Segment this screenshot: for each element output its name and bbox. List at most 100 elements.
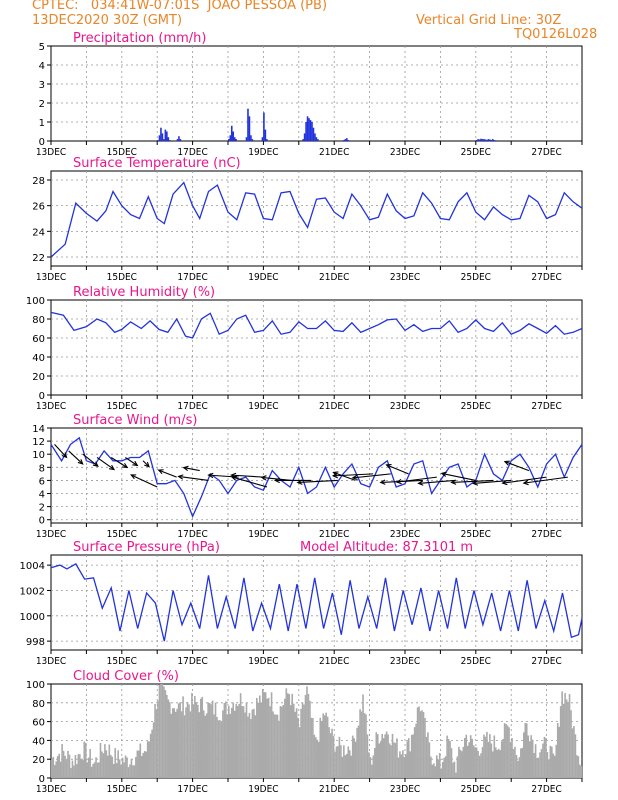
cloud-bar <box>124 755 127 778</box>
cloud-bar <box>219 720 221 778</box>
wind-line <box>50 436 583 519</box>
temp-ytick-label: 26 <box>32 202 45 213</box>
cloud-bar <box>515 754 518 778</box>
wind-arrow-head <box>450 479 457 485</box>
cloud-bar <box>399 751 401 778</box>
cloud-bar <box>138 750 140 778</box>
cloud-bar <box>407 738 410 778</box>
cloud-bar <box>559 706 562 778</box>
temp-xtick-label: 13DEC <box>36 272 66 283</box>
cloud-bar <box>375 732 378 778</box>
temp-xtick-label: 17DEC <box>177 272 207 283</box>
precip-bar <box>302 139 304 141</box>
cloud-bar <box>446 735 448 778</box>
cloud-bar <box>266 698 268 778</box>
cloud-bar <box>67 750 69 778</box>
rh-xtick-label: 23DEC <box>390 401 420 412</box>
cloud-bar <box>70 768 72 778</box>
cloud-bar <box>304 695 307 778</box>
cloud-bar <box>176 708 178 778</box>
cloud-bar <box>51 759 53 778</box>
cloud-bar <box>441 762 444 778</box>
cloud-bar <box>263 692 265 778</box>
cloud-bar <box>102 753 105 778</box>
cloud-bar <box>576 755 578 778</box>
cloud-bar <box>136 750 139 778</box>
precip-bar <box>263 112 265 141</box>
cloud-bar <box>350 755 353 778</box>
cloud-bar <box>382 738 385 778</box>
rh-xtick-label: 13DEC <box>36 401 66 412</box>
cloud-bar <box>260 702 263 778</box>
wind-arrow <box>418 479 455 484</box>
cloud-bar <box>288 694 291 778</box>
wind-arrow-head <box>132 460 139 467</box>
cloud-bar <box>405 754 407 778</box>
precip-bar <box>309 120 312 141</box>
cloud-bar <box>466 745 469 778</box>
cloud-xtick-label: 25DEC <box>461 784 491 795</box>
precip-bar <box>477 139 479 141</box>
cloud-bar <box>65 759 68 778</box>
cloud-bar <box>396 738 398 778</box>
precip-bar <box>178 136 180 141</box>
cloud-bar <box>194 695 196 778</box>
precip-bar <box>160 127 162 141</box>
cloud-bar <box>257 702 260 778</box>
cloud-bar <box>371 764 373 778</box>
cloud-bar <box>520 748 522 778</box>
cloud-bar <box>503 723 506 778</box>
cloud-bar <box>211 700 214 778</box>
cloud-bar <box>456 756 459 778</box>
cloud-bar <box>406 741 409 778</box>
precip-bar <box>250 135 252 141</box>
wind-arrow-head <box>122 462 129 469</box>
cloud-bar <box>523 732 525 778</box>
wind-arrow-head <box>379 479 386 485</box>
cloud-bar <box>95 757 97 778</box>
cloud-bar <box>210 704 212 778</box>
wind-arrow <box>441 472 476 481</box>
temp-xtick-label: 19DEC <box>248 272 278 283</box>
precip-bar <box>486 139 488 141</box>
wind-ytick-label: 0 <box>39 516 45 527</box>
cloud-bar <box>471 738 473 778</box>
cloud-bar <box>133 765 136 778</box>
precip-bar <box>478 139 481 141</box>
precip-ytick-label: 4 <box>39 61 45 72</box>
cloud-bar <box>362 694 364 778</box>
cloud-bar <box>223 703 226 778</box>
cloud-bar <box>213 714 215 778</box>
wind-arrow-head <box>273 477 280 484</box>
cloud-bar <box>574 734 577 778</box>
cloud-bar <box>410 734 413 778</box>
cloud-bar <box>378 743 381 778</box>
cloud-ytick-label: 100 <box>26 680 45 691</box>
cloud-bar <box>440 768 442 778</box>
wind-xtick-label: 27DEC <box>531 529 561 540</box>
cloud-bar <box>258 695 261 778</box>
press-xtick-label: 17DEC <box>177 656 207 667</box>
cloud-bar <box>369 757 372 778</box>
precip-xtick-label: 15DEC <box>107 147 137 158</box>
cloud-bar <box>74 755 77 778</box>
cloud-ytick-label: 40 <box>32 736 45 747</box>
wind-arrow <box>110 457 128 468</box>
cloud-bar <box>317 741 320 778</box>
precip-bar <box>343 140 345 141</box>
precip-xtick-label: 19DEC <box>248 147 278 158</box>
cloud-bar <box>528 741 531 778</box>
cloud-bar <box>205 713 208 778</box>
rh-ytick-label: 80 <box>32 315 45 326</box>
cloud-bar <box>580 766 583 778</box>
cloud-bar <box>484 736 487 778</box>
cloud-bar <box>548 759 550 778</box>
cloud-bar <box>509 741 512 778</box>
precip-bar <box>489 139 491 141</box>
cloud-bar <box>251 709 254 778</box>
wind-arrow <box>54 444 67 458</box>
cloud-bar <box>192 704 195 778</box>
cloud-bar <box>450 748 453 778</box>
cloud-bar <box>87 757 90 778</box>
